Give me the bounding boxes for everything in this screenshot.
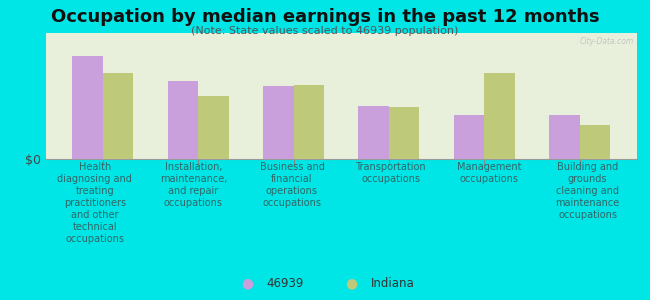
Bar bbox=[198, 96, 229, 159]
Text: Occupation by median earnings in the past 12 months: Occupation by median earnings in the pas… bbox=[51, 8, 599, 26]
Bar bbox=[454, 115, 484, 159]
Text: Transportation
occupations: Transportation occupations bbox=[356, 162, 426, 184]
Bar bbox=[294, 85, 324, 159]
Text: City-Data.com: City-Data.com bbox=[580, 37, 634, 46]
Text: Installation,
maintenance,
and repair
occupations: Installation, maintenance, and repair oc… bbox=[160, 162, 227, 208]
Text: Business and
financial
operations
occupations: Business and financial operations occupa… bbox=[259, 162, 324, 208]
Text: Building and
grounds
cleaning and
maintenance
occupations: Building and grounds cleaning and mainte… bbox=[556, 162, 620, 220]
Text: Indiana: Indiana bbox=[370, 277, 414, 290]
Text: (Note: State values scaled to 46939 population): (Note: State values scaled to 46939 popu… bbox=[191, 26, 459, 35]
Text: ●: ● bbox=[241, 277, 253, 290]
Bar bbox=[72, 56, 103, 159]
Bar bbox=[168, 81, 198, 159]
Text: 46939: 46939 bbox=[266, 277, 304, 290]
Text: Health
diagnosing and
treating
practitioners
and other
technical
occupations: Health diagnosing and treating practitio… bbox=[57, 162, 132, 244]
Bar bbox=[389, 107, 419, 159]
Bar bbox=[263, 86, 294, 159]
Text: ●: ● bbox=[345, 277, 357, 290]
Bar bbox=[484, 73, 515, 159]
Bar bbox=[549, 115, 580, 159]
Bar bbox=[103, 73, 133, 159]
Bar bbox=[358, 106, 389, 159]
Bar bbox=[580, 125, 610, 159]
Text: Management
occupations: Management occupations bbox=[457, 162, 521, 184]
